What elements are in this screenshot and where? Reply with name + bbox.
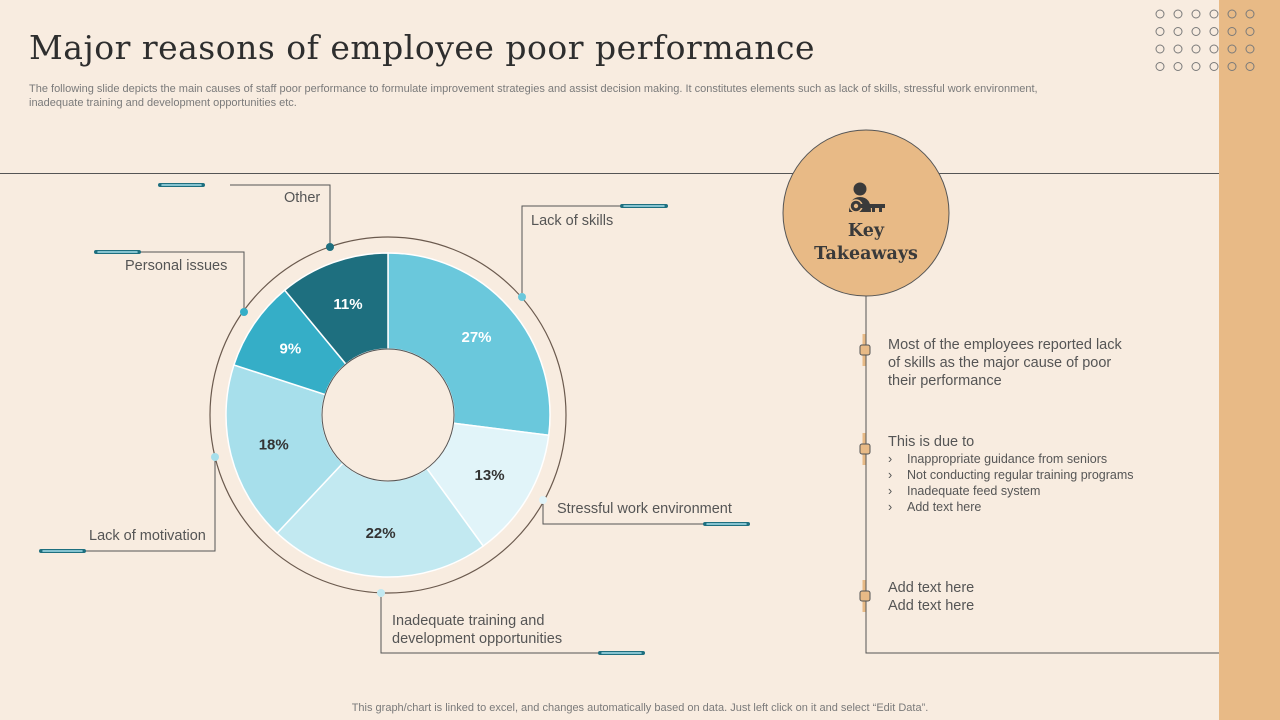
leader-line-personal [135,251,245,312]
page-title: Major reasons of employee poor performan… [29,28,816,67]
decor-dot [1245,27,1255,36]
decor-dot [1191,44,1201,54]
marker-1 [859,344,871,356]
footer-note: This graph/chart is linked to excel, and… [351,702,929,714]
key-takeaways-title-line1: Key [847,221,885,241]
takeaway-3-line1: Add text here [888,580,975,596]
header-divider [0,173,1219,174]
right-accent-strip [1219,0,1280,720]
leader-line-skills [521,205,668,297]
key-takeaways-title-line2: Takeaways [814,244,918,264]
takeaway-3-line2: Add text here [888,598,975,614]
callout-training-line2: development opportunities [392,631,563,647]
callout-personal-issues: Personal issues [125,258,228,274]
decor-dot [1173,62,1183,71]
callout-stressful-environment: Stressful work environment [557,501,732,517]
takeaway-3: Add text here Add text here [888,579,1178,615]
takeaway-1-line2: of skills as the major cause of poor [888,355,1112,371]
anchor-motivation [211,453,219,461]
marker-2 [859,443,871,455]
slice-value-label-2: 13% [475,467,505,484]
decor-dot [1245,62,1255,71]
decor-dot [1155,44,1165,54]
slice-value-label-5: 9% [280,341,302,358]
decor-dot [1191,62,1201,71]
slice-value-label-4: 18% [259,436,289,453]
key-takeaways-circle [782,129,950,297]
anchor-stress [539,496,547,504]
anchor-skills [518,293,526,301]
takeaway-2: This is due to Inappropriate guidance fr… [888,433,1178,515]
decor-dot [1191,9,1201,19]
takeaway-1: Most of the employees reported lack of s… [888,336,1178,390]
decor-dot [1155,9,1165,19]
callout-inadequate-training: Inadequate training and development oppo… [392,612,562,648]
callout-training-line1: Inadequate training and [392,613,545,629]
slice-value-label-1: 27% [461,329,491,346]
decor-dot [1155,62,1165,71]
decor-dot [1155,27,1165,36]
takeaway-1-line1: Most of the employees reported lack [888,337,1122,353]
timeline-markers [859,334,871,612]
bullet-item: Inappropriate guidance from seniors [888,451,1178,467]
callout-lack-of-motivation: Lack of motivation [89,528,206,544]
takeaway-2-bullets: Inappropriate guidance from seniors Not … [888,451,1178,515]
decor-dot [1191,27,1201,36]
decor-dot [1227,27,1237,36]
decor-dot [1209,62,1219,71]
takeaways-timeline [865,296,1219,654]
decor-dot [1209,44,1219,54]
takeaway-2-heading: This is due to [888,434,975,450]
decor-dot [1209,9,1219,19]
decor-dot [1209,27,1219,36]
slice-value-label-3: 22% [366,525,396,542]
callout-lack-of-skills: Lack of skills [531,213,614,229]
donut-hole [321,348,455,482]
donut-outer-ring [209,236,567,594]
decor-dot [1173,9,1183,19]
leader-lines [40,184,750,654]
decor-dot [1173,27,1183,36]
leader-line-motivation [40,457,216,552]
page-subtitle: The following slide depicts the main cau… [29,83,1038,109]
bullet-item: Not conducting regular training programs [888,467,1178,483]
anchor-personal [240,308,248,316]
leader-anchor-dots [211,243,547,597]
anchor-other [326,243,334,251]
marker-3 [859,590,871,602]
bullet-item: Inadequate feed system [888,483,1178,499]
leader-line-other [230,184,331,247]
callout-other: Other [284,190,321,206]
key-person-icon [849,182,885,213]
decor-dot [1227,44,1237,54]
decor-dot [1227,62,1237,71]
key-takeaways-title: Key Takeaways [782,220,950,266]
leader-line-training [380,593,645,654]
takeaway-1-line3: their performance [888,373,1002,389]
decor-dot [1227,9,1237,19]
anchor-training [377,589,385,597]
decor-dot [1245,9,1255,19]
decor-dot [1245,44,1255,54]
slice-value-label-6: 11% [333,296,362,313]
decor-dot [1173,44,1183,54]
bullet-item: Add text here [888,499,1178,515]
dot-grid-decoration [1155,9,1255,71]
leader-line-stress [542,500,750,525]
